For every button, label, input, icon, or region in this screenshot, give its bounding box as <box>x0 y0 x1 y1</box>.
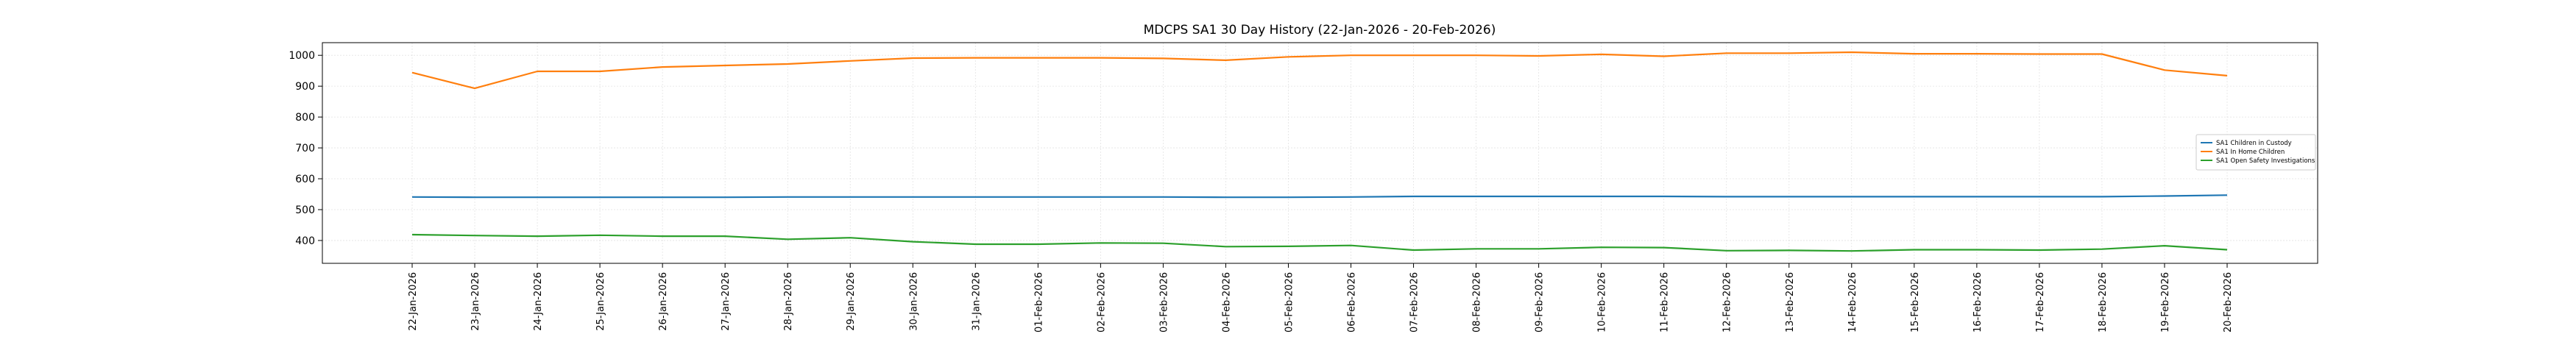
x-tick-label: 05-Feb-2026 <box>1284 272 1295 332</box>
x-tick-label: 03-Feb-2026 <box>1158 272 1170 332</box>
y-tick-label: 900 <box>295 81 315 93</box>
series-line-1 <box>411 51 2228 90</box>
x-tick-label: 04-Feb-2026 <box>1221 272 1232 332</box>
x-tick-label: 02-Feb-2026 <box>1096 272 1107 332</box>
x-tick-label: 12-Feb-2026 <box>1722 272 1733 332</box>
x-tick-label: 14-Feb-2026 <box>1847 272 1858 332</box>
y-tick-label: 500 <box>295 204 315 216</box>
x-tick-label: 17-Feb-2026 <box>2035 272 2046 332</box>
legend-label: SA1 In Home Children <box>2216 149 2285 156</box>
x-tick-label: 09-Feb-2026 <box>1535 272 1546 332</box>
x-tick-label: 30-Jan-2026 <box>908 272 919 331</box>
x-axis: 22-Jan-2026 23-Jan-2026 24-Jan-2026 25-Jan-… <box>408 263 2234 332</box>
series-line-0 <box>411 194 2228 199</box>
grid <box>322 43 2318 263</box>
x-tick-label: 06-Feb-2026 <box>1347 272 1358 332</box>
y-tick-label: 400 <box>295 235 315 247</box>
plot-frame <box>322 42 2318 264</box>
x-tick-label: 22-Jan-2026 <box>408 272 419 331</box>
x-tick-label: 10-Feb-2026 <box>1597 272 1608 332</box>
x-tick-label: 28-Jan-2026 <box>783 272 794 331</box>
series-lines <box>411 51 2228 252</box>
y-tick-label: 600 <box>295 174 315 185</box>
y-axis: 400 500 600 700 800 900 1000 <box>289 50 322 247</box>
x-tick-label: 23-Jan-2026 <box>470 272 481 331</box>
x-tick-label: 31-Jan-2026 <box>971 272 982 331</box>
x-tick-label: 18-Feb-2026 <box>2098 272 2109 332</box>
legend-label: SA1 Open Safety Investigations <box>2216 157 2315 165</box>
x-tick-label: 26-Jan-2026 <box>658 272 669 331</box>
x-tick-label: 27-Jan-2026 <box>721 272 732 331</box>
x-tick-label: 15-Feb-2026 <box>1910 272 1921 332</box>
x-tick-label: 16-Feb-2026 <box>1972 272 1984 332</box>
y-tick-label: 700 <box>295 143 315 154</box>
chart-title: MDCPS SA1 30 Day History (22-Jan-2026 - … <box>1144 23 1496 38</box>
y-tick-label: 800 <box>295 112 315 124</box>
x-tick-label: 24-Jan-2026 <box>533 272 544 331</box>
x-tick-label: 08-Feb-2026 <box>1472 272 1483 332</box>
x-tick-label: 29-Jan-2026 <box>846 272 857 331</box>
x-tick-label: 11-Feb-2026 <box>1660 272 1671 332</box>
x-tick-label: 13-Feb-2026 <box>1785 272 1796 332</box>
x-tick-label: 07-Feb-2026 <box>1409 272 1420 332</box>
x-tick-label: 20-Feb-2026 <box>2223 272 2234 332</box>
x-tick-label: 19-Feb-2026 <box>2160 272 2171 332</box>
legend-box <box>2195 134 2316 171</box>
x-tick-label: 01-Feb-2026 <box>1033 272 1044 332</box>
x-tick-label: 25-Jan-2026 <box>595 272 606 331</box>
legend: SA1 Children in Custody SA1 In Home Child… <box>2195 134 2316 171</box>
legend-label: SA1 Children in Custody <box>2216 140 2292 147</box>
y-tick-label: 1000 <box>289 50 315 62</box>
series-line-2 <box>411 233 2228 252</box>
